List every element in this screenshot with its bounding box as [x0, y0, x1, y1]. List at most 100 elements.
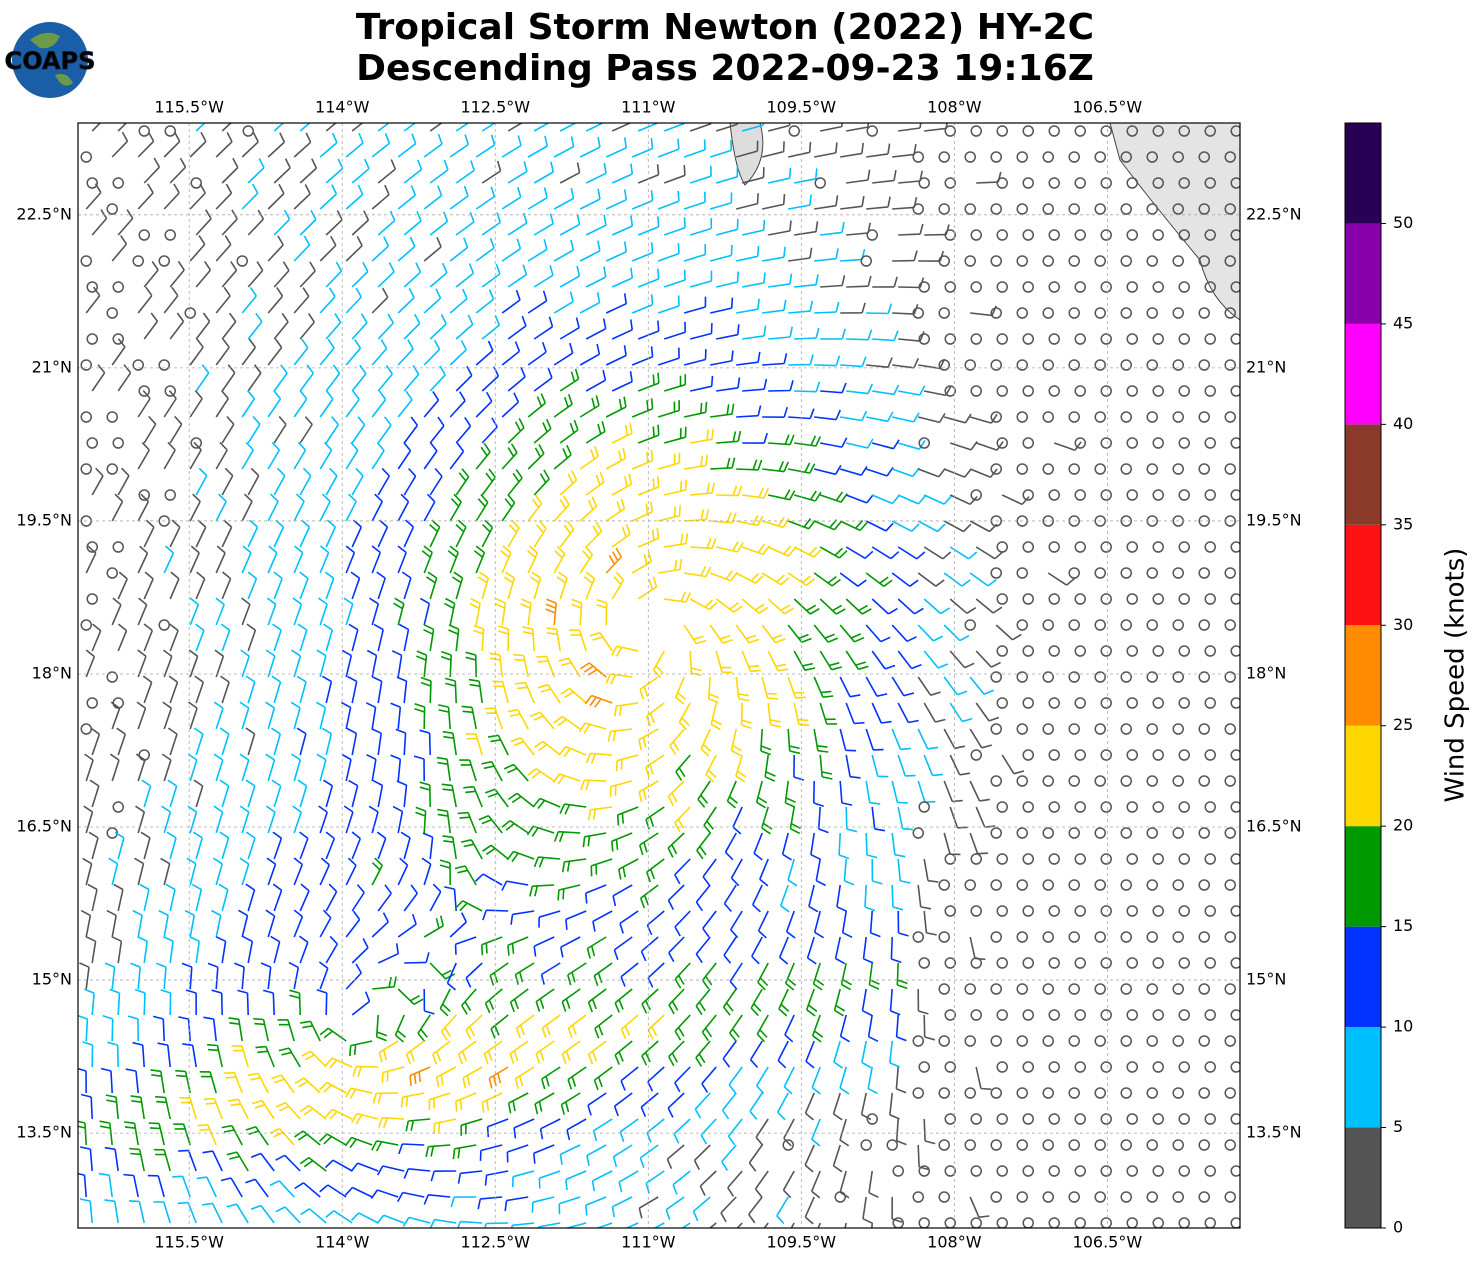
calm-marker [944, 385, 956, 397]
calm-marker [1042, 515, 1054, 527]
wind-barb [892, 412, 920, 423]
wind-barb [720, 1196, 737, 1223]
wind-barb [533, 123, 551, 132]
wind-barb [402, 1216, 431, 1227]
calm-marker [970, 957, 982, 969]
wind-barb [291, 649, 302, 678]
calm-marker [1094, 411, 1106, 423]
wind-barb [78, 1067, 87, 1094]
wind-barb [345, 963, 362, 990]
wind-barb [585, 162, 607, 184]
calm-marker [1094, 619, 1106, 631]
wind-barb [839, 1014, 850, 1043]
wind-barb [169, 312, 185, 340]
calm-marker [1016, 359, 1028, 371]
wind-barb [637, 424, 660, 444]
wind-barb [299, 571, 309, 600]
wind-barb [1001, 754, 1025, 775]
wind-barb [663, 426, 687, 444]
calm-marker [86, 177, 98, 189]
wind-barb [401, 571, 412, 600]
calm-marker [912, 151, 924, 163]
wind-barb [891, 467, 920, 478]
wind-barb [175, 1069, 191, 1094]
wind-barb [664, 479, 688, 496]
wind-barb [481, 760, 503, 782]
calm-marker [1074, 1165, 1086, 1177]
wind-barb [373, 623, 384, 652]
wind-barb [716, 430, 742, 444]
wind-barb [639, 884, 659, 909]
wind-barb [247, 571, 258, 600]
calm-marker [1100, 1061, 1112, 1073]
wind-barb [202, 1150, 223, 1172]
calm-marker [1224, 931, 1236, 943]
wind-barb [515, 1014, 535, 1039]
title-line: Tropical Storm Newton (2022) HY-2C [356, 7, 1094, 48]
calm-marker [1172, 879, 1184, 891]
wind-barb [98, 1172, 113, 1198]
wind-barb [454, 865, 477, 886]
wind-barb [352, 1065, 379, 1077]
wind-barb [645, 858, 665, 883]
wind-barb [533, 418, 552, 444]
wind-barb [325, 210, 343, 236]
wind-barb [267, 338, 283, 366]
calm-marker [1074, 593, 1086, 605]
calm-marker [1198, 983, 1210, 995]
calm-marker [834, 1191, 846, 1203]
calm-marker [1198, 307, 1210, 319]
wind-barb [794, 381, 821, 393]
wind-barb [638, 728, 659, 751]
wind-barb [172, 1175, 191, 1198]
wind-barb [454, 936, 477, 955]
wind-barb [109, 988, 121, 1016]
calm-marker [1094, 931, 1106, 943]
wind-barb [239, 701, 250, 730]
wind-barb [674, 806, 691, 833]
wind-barb [444, 597, 456, 626]
wind-barb [293, 857, 304, 886]
lon-tick-label: 108°W [927, 1233, 982, 1252]
wind-barb [897, 494, 926, 505]
wind-barb [296, 675, 307, 704]
calm-marker [944, 1113, 956, 1125]
wind-barb [423, 988, 435, 1015]
calm-marker [1120, 307, 1132, 319]
calm-marker [1048, 177, 1060, 189]
wind-barb [667, 780, 685, 806]
calm-marker [1152, 229, 1164, 241]
calm-marker [138, 125, 150, 137]
wind-barb [319, 235, 337, 262]
calm-marker [242, 125, 254, 137]
calm-marker [158, 359, 170, 371]
wind-barb [449, 237, 469, 262]
calm-marker [1100, 229, 1112, 241]
wind-barb [403, 1168, 431, 1179]
wind-barb [455, 314, 474, 340]
wind-barb [298, 935, 309, 964]
map-frame [77, 122, 1241, 1229]
calm-marker [1120, 723, 1132, 735]
wind-barb [296, 727, 307, 756]
calm-marker [1224, 723, 1236, 735]
wind-barb [969, 936, 986, 961]
wind-barb [892, 250, 918, 262]
calm-marker [1068, 723, 1080, 735]
wind-barb [498, 625, 510, 652]
wind-barb [579, 546, 594, 574]
colorbar-tick-label: 0 [1393, 1218, 1403, 1237]
wind-barb [861, 988, 873, 1017]
wind-barb [301, 1050, 327, 1068]
calm-marker [1126, 333, 1138, 345]
wind-barb [321, 727, 333, 756]
wind-barb [397, 914, 417, 938]
calm-marker [996, 1113, 1008, 1125]
wind-barb [590, 858, 613, 877]
calm-marker [1204, 125, 1216, 137]
wind-barb [495, 597, 507, 626]
wind-barb [701, 1066, 717, 1093]
wind-barb [949, 546, 978, 560]
wind-barb [503, 763, 529, 782]
calm-marker [86, 593, 98, 605]
